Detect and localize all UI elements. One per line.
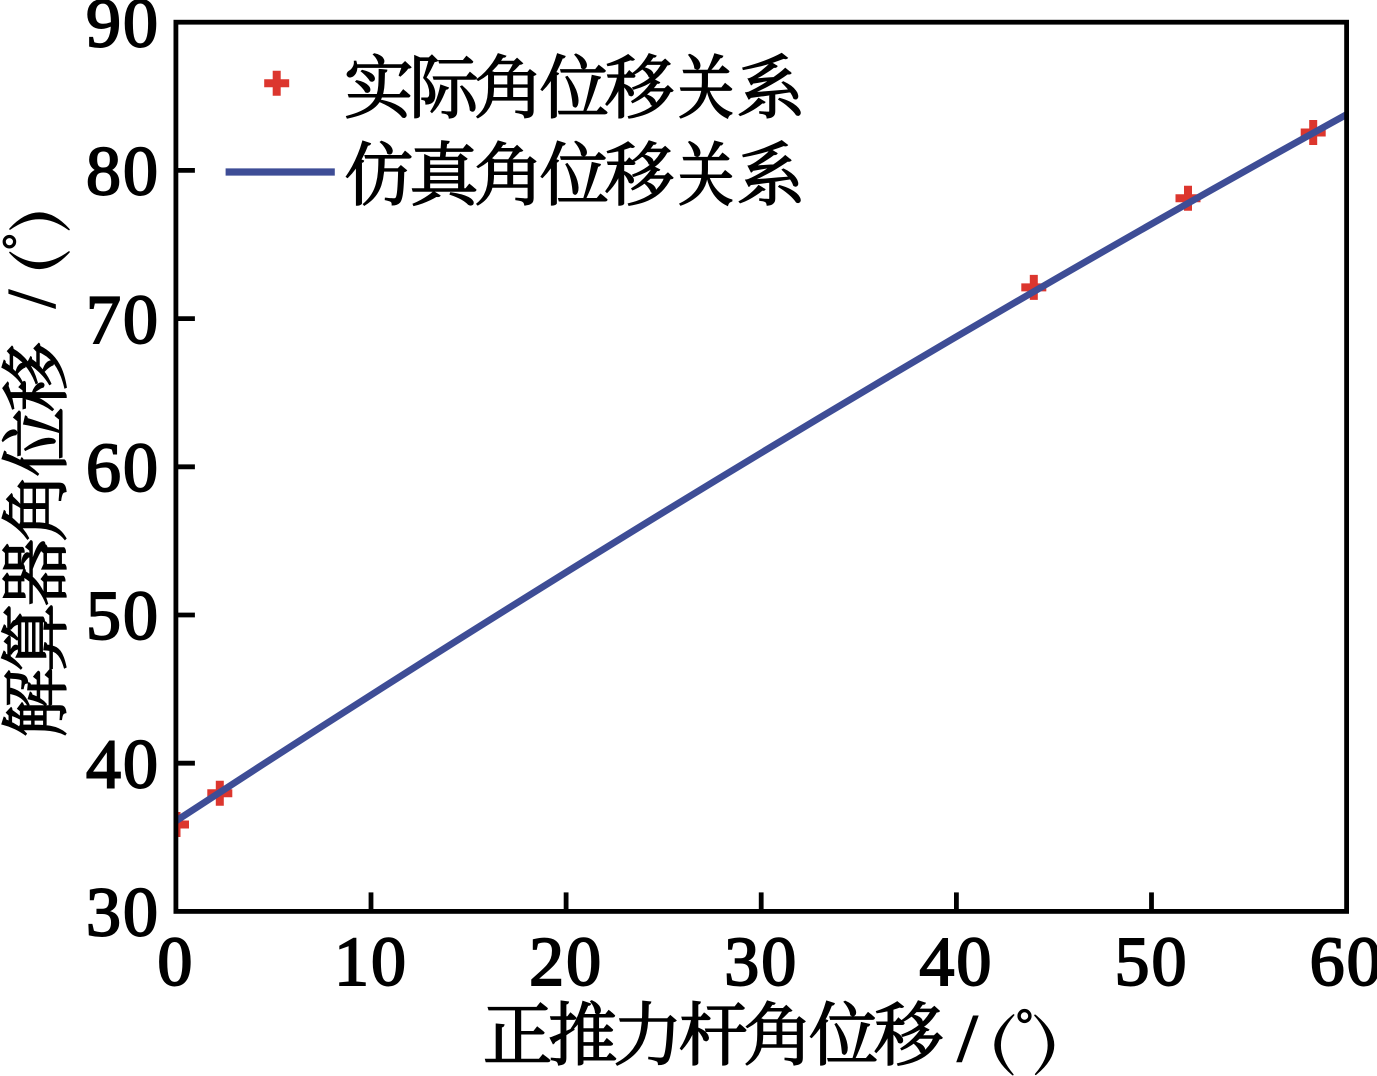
svg-text:90: 90 [86, 0, 160, 62]
svg-text:50: 50 [86, 578, 160, 655]
svg-text:80: 80 [86, 134, 160, 211]
svg-text:40: 40 [919, 924, 993, 1001]
svg-text:60: 60 [86, 430, 160, 507]
svg-text:40: 40 [86, 726, 160, 803]
svg-text:30: 30 [86, 875, 160, 952]
svg-text:20: 20 [529, 924, 603, 1001]
svg-text:10: 10 [334, 924, 408, 1001]
svg-text:50: 50 [1115, 924, 1189, 1001]
svg-text:70: 70 [86, 282, 160, 359]
svg-text:60: 60 [1310, 924, 1377, 1001]
svg-text:0: 0 [157, 924, 194, 1001]
svg-text:30: 30 [724, 924, 798, 1001]
